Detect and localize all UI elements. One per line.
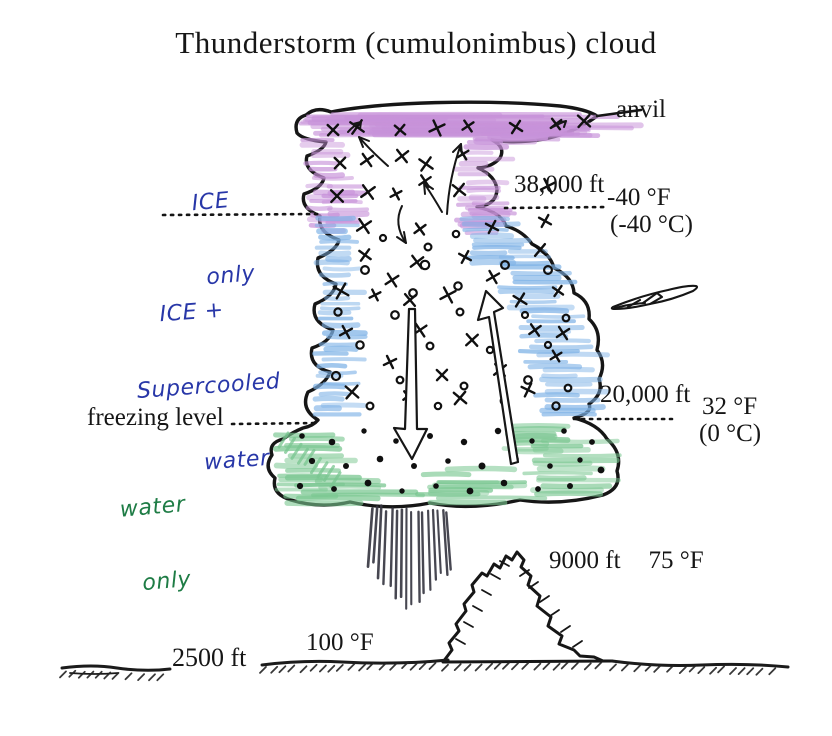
circulation-arrows [347,120,567,244]
plain-altitude-label: 2500 ft [172,643,247,672]
altitude-20000-label: 20,000 ft [600,381,691,408]
plain-temp-label: 100 °F [306,629,374,656]
freezing-level-label: freezing level [87,404,224,431]
raindrop-marks [296,427,605,495]
airplane-icon [610,284,699,311]
ice-only-line1: ICE [190,187,231,216]
line-38000-left [161,212,320,217]
rain-shaft [366,504,452,610]
temp-minus40f-label: -40 °F [607,184,671,211]
mountain-altitude-label: 9000 ft [549,547,621,574]
supercooled-droplet-marks [330,229,573,411]
anvil-pointer-line [595,108,643,118]
temp-0c-label: (0 °C) [699,420,762,447]
line-38000-right [503,205,609,210]
updraft-arrow [476,289,520,466]
supercooled-line3: water [203,446,271,476]
supercooled-line1: ICE + [158,297,225,327]
line-freezing-left [230,421,320,426]
altitude-dotted-lines [161,205,674,426]
diagram-title: Thunderstorm (cumulonimbus) cloud [175,25,657,60]
anvil-label: anvil [616,96,666,123]
temp-32f-label: 32 °F [702,393,758,420]
ground-line [59,658,790,682]
altitude-38000-label: 38,000 ft [514,171,605,198]
supercooled-line2: Supercooled [136,369,282,405]
water-only-line1: water [118,491,187,523]
temp-minus40c-label: (-40 °C) [610,211,693,238]
downdraft-arrow [392,307,429,461]
mountain-labels: 9000 ft 75 °F [549,547,704,575]
purple-ice-shading [298,111,644,236]
mountain [441,550,614,664]
mountain-temp-label: 75 °F [648,547,704,574]
ice-crystal-marks [326,113,592,406]
water-only-line2: only [141,567,193,597]
